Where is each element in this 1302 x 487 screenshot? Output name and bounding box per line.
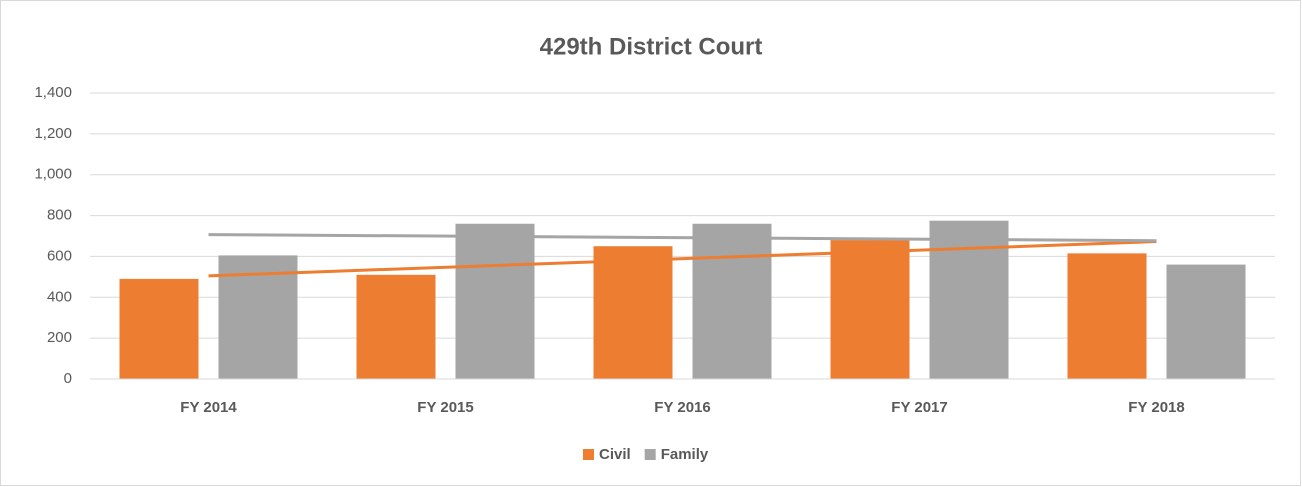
legend-swatch [644, 449, 656, 460]
x-tick-label: FY 2018 [1128, 399, 1184, 416]
bar [1166, 264, 1246, 379]
bar [356, 274, 436, 379]
y-tick-label: 1,000 [34, 166, 72, 183]
bar [692, 223, 772, 379]
y-tick-label: 1,400 [34, 84, 72, 101]
x-tick-label: FY 2016 [654, 399, 710, 416]
y-tick-label: 400 [47, 288, 72, 305]
chart-title: 429th District Court [540, 33, 763, 60]
y-tick-label: 0 [64, 370, 72, 387]
bar [830, 240, 910, 379]
x-tick-label: FY 2017 [891, 399, 947, 416]
bar [455, 223, 535, 379]
trendline [208, 233, 1157, 243]
legend-swatch [583, 449, 594, 460]
y-tick-label: 600 [47, 247, 72, 264]
y-tick-label: 800 [47, 207, 72, 224]
y-tick-label: 200 [47, 329, 72, 346]
bar [1067, 253, 1147, 379]
x-tick-label: FY 2014 [180, 399, 237, 416]
x-tick-label: FY 2015 [417, 399, 473, 416]
bar [929, 220, 1009, 379]
trendline [208, 240, 1157, 278]
legend-label: Civil [599, 446, 631, 463]
y-tick-label: 1,200 [34, 125, 72, 142]
legend-label: Family [661, 446, 709, 463]
bar [593, 246, 673, 379]
bar [119, 278, 199, 379]
